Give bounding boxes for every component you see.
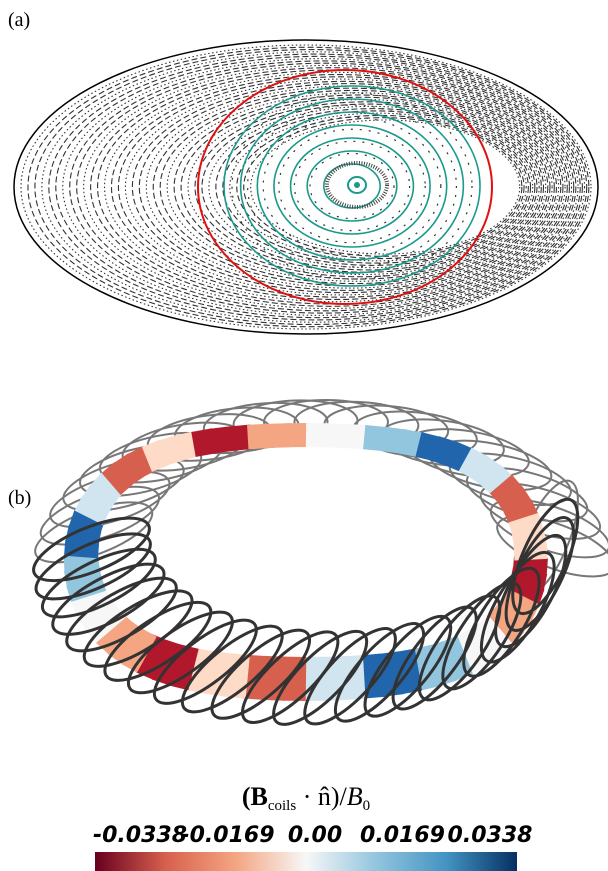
title-part: 0 (363, 798, 371, 814)
island-chain (279, 129, 425, 242)
magnetic-axis (354, 182, 360, 188)
boundary (14, 40, 598, 334)
torus (81, 435, 531, 679)
title-part: coils (268, 798, 296, 814)
poincare-panel (14, 40, 598, 334)
field-line (160, 90, 548, 283)
flux-surface (291, 138, 414, 234)
flux-surface (257, 112, 446, 260)
flux-surface (324, 164, 380, 208)
field-line (223, 111, 529, 263)
title-part: (B (242, 782, 268, 811)
field-line (153, 88, 550, 286)
tick-label: 0.0338 (448, 823, 533, 848)
tick-label: 0.00 (288, 823, 342, 848)
tick-label: -0.0169 (180, 823, 274, 848)
coil-panel (26, 398, 608, 737)
panel-label: (b) (8, 487, 31, 509)
title-part: B (347, 782, 363, 811)
colorbar (95, 852, 517, 871)
panel-label: (a) (8, 9, 30, 31)
figure: (a) (b) (Bcoils · n̂)/B0 -0.0338-0.0169 0… (0, 0, 608, 871)
title-part: · n̂)/ (296, 782, 347, 811)
field-line (216, 109, 531, 266)
tick-label: -0.0338 (93, 823, 187, 848)
island-chain (294, 141, 409, 230)
tick-label: 0.0169 (360, 823, 445, 848)
colorbar-title: (Bcoils · n̂)/B0 (242, 782, 370, 814)
field-lines (21, 45, 591, 329)
flux-surface (274, 125, 430, 247)
field-line (181, 97, 541, 276)
